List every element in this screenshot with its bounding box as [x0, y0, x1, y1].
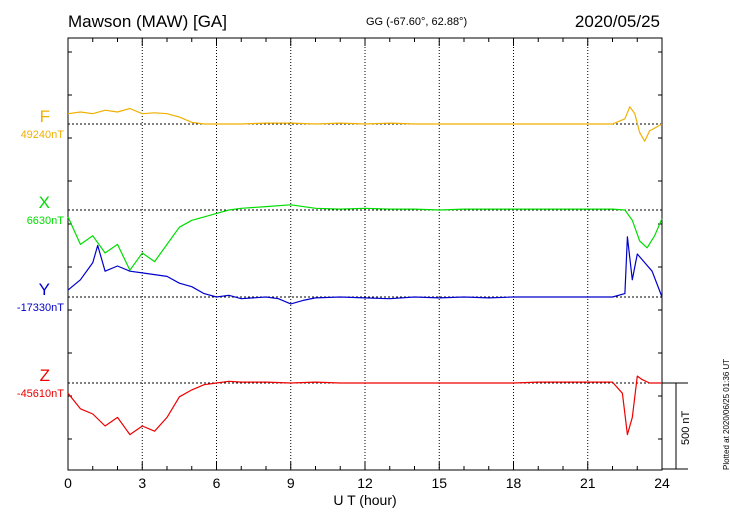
- geographic-coordinates: GG (-67.60°, 62.88°): [366, 16, 468, 28]
- series-name-x: X: [39, 193, 50, 212]
- plotted-timestamp: Plotted at 2020/06/25 01:36 UT: [722, 358, 730, 470]
- series-line-y: [67, 236, 663, 305]
- series-baseline-f: 49240nT: [21, 129, 65, 141]
- scale-bar-label: 500 nT: [680, 410, 692, 445]
- x-tick-label: 9: [287, 475, 295, 491]
- date-title: 2020/05/25: [574, 12, 660, 31]
- series-name-f: F: [40, 107, 50, 126]
- x-tick-label: 0: [64, 475, 72, 491]
- station-title: Mawson (MAW) [GA]: [68, 12, 227, 31]
- series-name-z: Z: [40, 366, 50, 385]
- series-line-x: [67, 204, 663, 271]
- x-tick-label: 6: [213, 475, 221, 491]
- x-tick-label: 21: [580, 475, 596, 491]
- x-tick-label: 15: [431, 475, 447, 491]
- series-baseline-x: 6630nT: [27, 215, 65, 227]
- x-tick-label: 3: [138, 475, 146, 491]
- x-tick-label: 24: [654, 475, 670, 491]
- x-tick-label: 18: [506, 475, 522, 491]
- series-line-z: [67, 375, 662, 436]
- series-baseline-y: -17330nT: [17, 302, 64, 314]
- series-line-f: [67, 106, 663, 142]
- x-tick-label: 12: [357, 475, 373, 491]
- x-axis-title: U T (hour): [333, 492, 397, 508]
- series-baseline-z: -45610nT: [17, 388, 64, 400]
- series-name-y: Y: [39, 280, 50, 299]
